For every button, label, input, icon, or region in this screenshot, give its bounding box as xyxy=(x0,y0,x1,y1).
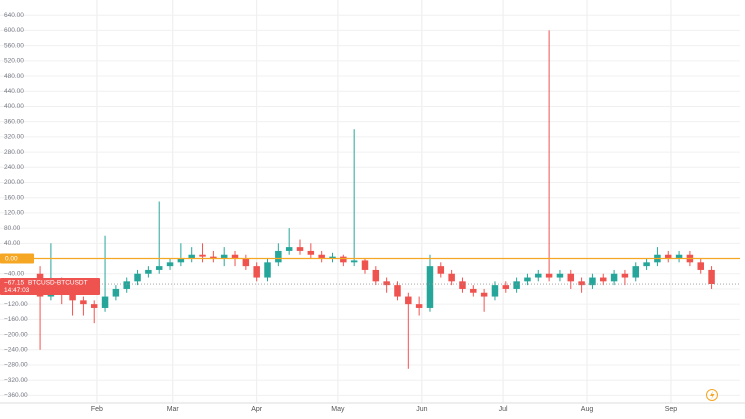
candle-body xyxy=(275,250,282,263)
candle-body xyxy=(101,296,109,308)
candle-body xyxy=(643,262,650,267)
candle-body xyxy=(535,273,542,278)
candle-body xyxy=(556,273,564,278)
y-tick-label: −200.00 xyxy=(4,331,28,338)
candle-body xyxy=(545,273,553,278)
x-tick-label: Jun xyxy=(416,406,427,413)
candle-body xyxy=(210,256,217,259)
candle-body xyxy=(437,266,445,274)
candle-body xyxy=(470,288,477,293)
reference-badge xyxy=(0,253,34,264)
y-tick-label: 360.00 xyxy=(4,118,24,125)
y-tick-label: 560.00 xyxy=(4,42,24,49)
y-tick-label: −240.00 xyxy=(4,346,28,353)
candle-body xyxy=(383,281,390,286)
candle-body xyxy=(459,281,466,289)
candle-body xyxy=(188,254,195,259)
candle-body xyxy=(69,292,76,301)
candle-body xyxy=(155,266,163,270)
candle-body xyxy=(513,281,520,289)
candle-body xyxy=(329,256,336,259)
y-tick-label: −160.00 xyxy=(4,316,28,323)
last-price-label: −67.15 xyxy=(4,279,24,286)
candle-body xyxy=(610,273,618,282)
candle-body xyxy=(448,273,455,282)
y-tick-label: −360.00 xyxy=(4,392,28,399)
last-price-countdown: 14:47:03 xyxy=(4,287,30,294)
candle-body xyxy=(90,304,98,308)
candle-body xyxy=(372,269,380,282)
candle-body xyxy=(123,281,130,289)
candle-body xyxy=(285,247,293,251)
candle-body xyxy=(632,266,640,278)
candle-body xyxy=(220,254,228,259)
y-tick-label: 160.00 xyxy=(4,194,24,201)
candle-body xyxy=(166,262,174,267)
candle-body xyxy=(242,258,250,267)
candle-body xyxy=(394,285,401,297)
candle-body xyxy=(231,254,239,259)
candle-body xyxy=(350,260,358,263)
candle-body xyxy=(296,247,304,251)
candle-body xyxy=(134,273,141,282)
y-tick-label: 280.00 xyxy=(4,149,24,156)
last-price-badge xyxy=(0,278,100,296)
x-tick-label: Mar xyxy=(167,406,180,413)
y-tick-label: −320.00 xyxy=(4,377,28,384)
candle-body xyxy=(405,296,412,305)
y-tick-label: 200.00 xyxy=(4,179,24,186)
x-tick-label: Apr xyxy=(251,406,263,413)
candle-body xyxy=(177,258,185,263)
candle-body xyxy=(578,281,585,286)
lightning-icon[interactable] xyxy=(706,389,718,401)
y-tick-label: 480.00 xyxy=(4,73,24,80)
reference-label: 0.00 xyxy=(5,256,18,263)
x-tick-label: Sep xyxy=(665,406,678,413)
y-tick-label: 440.00 xyxy=(4,88,24,95)
y-tick-label: 640.00 xyxy=(4,12,24,19)
y-tick-label: 320.00 xyxy=(4,134,24,141)
y-tick-label: −40.00 xyxy=(4,270,24,277)
candle-body xyxy=(524,277,531,282)
y-tick-label: 120.00 xyxy=(4,210,24,217)
candle-body xyxy=(80,300,87,305)
y-tick-label: 600.00 xyxy=(4,27,24,34)
y-tick-label: 40.00 xyxy=(4,240,21,247)
candle-body xyxy=(318,254,325,259)
candle-body xyxy=(480,292,488,297)
candle-body xyxy=(307,250,315,255)
candle-body xyxy=(664,254,672,259)
y-tick-label: 400.00 xyxy=(4,103,24,110)
x-tick-label: Jul xyxy=(499,406,508,413)
candle-body xyxy=(340,256,347,263)
candle-body xyxy=(145,269,152,274)
y-tick-label: −120.00 xyxy=(4,301,28,308)
candle-body xyxy=(708,269,715,285)
candle-body xyxy=(415,304,423,308)
last-price-symbol: BTCUSD-BTCUSDT xyxy=(28,279,88,286)
x-tick-label: May xyxy=(331,406,345,413)
candle-body xyxy=(426,266,434,308)
y-tick-label: 520.00 xyxy=(4,58,24,65)
y-tick-label: 240.00 xyxy=(4,164,24,171)
x-tick-label: Aug xyxy=(581,406,594,413)
candle-body xyxy=(491,285,499,297)
candle-body xyxy=(589,277,596,286)
candle-body xyxy=(199,254,206,257)
y-tick-label: −280.00 xyxy=(4,362,28,369)
candle-body xyxy=(361,260,369,270)
candle-body xyxy=(264,262,271,278)
y-tick-label: 80.00 xyxy=(4,225,21,232)
candle-body xyxy=(253,266,260,278)
candle-body xyxy=(675,254,683,259)
candle-body xyxy=(600,277,607,282)
candle-body xyxy=(112,288,120,297)
candle-body xyxy=(502,285,510,289)
candle-body xyxy=(621,273,629,278)
candle-body xyxy=(567,273,575,282)
x-tick-label: Feb xyxy=(91,406,103,413)
candle-body xyxy=(697,262,704,270)
